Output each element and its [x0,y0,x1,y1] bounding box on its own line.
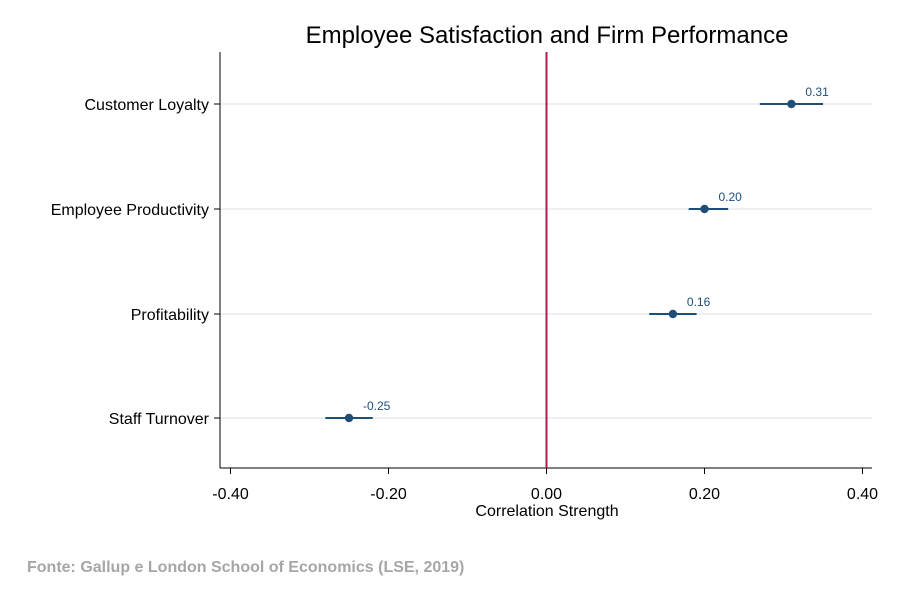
x-tick-label: -0.20 [370,486,407,503]
data-label: 0.16 [687,295,711,309]
data-point [668,309,678,319]
chart-title: Employee Satisfaction and Firm Performan… [306,22,789,49]
confidence-intervals [325,103,823,419]
x-tick-label: 0.40 [847,486,878,503]
data-label: -0.25 [363,399,391,413]
y-tick-label: Staff Turnover [109,411,210,428]
data-label: 0.31 [805,85,829,99]
data-point [787,99,796,109]
x-tick-label: 0.00 [531,486,562,503]
data-point [344,413,354,423]
source-note: Fonte: Gallup e London School of Economi… [27,559,465,576]
x-tick-label: -0.40 [212,486,249,503]
y-tick-label: Employee Productivity [51,202,209,219]
data-points: 0.31 0.20 0.16 -0.25 [344,85,829,423]
x-tick-label: 0.20 [689,486,720,503]
axes: Customer Loyalty Employee Productivity Pro… [51,52,878,503]
data-point [700,204,709,214]
y-tick-label: Profitability [131,307,209,324]
x-axis-label: Correlation Strength [475,503,618,520]
data-label: 0.20 [719,190,743,204]
y-tick-label: Customer Loyalty [85,97,210,114]
